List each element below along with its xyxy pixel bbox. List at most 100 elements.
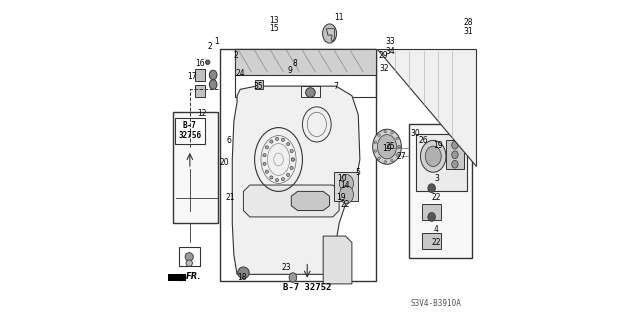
- Ellipse shape: [396, 154, 399, 156]
- Ellipse shape: [290, 166, 293, 169]
- Polygon shape: [291, 191, 330, 211]
- Polygon shape: [323, 236, 352, 284]
- Text: 6: 6: [227, 136, 232, 145]
- Bar: [422, 233, 441, 249]
- Bar: [179, 247, 200, 266]
- Text: 2: 2: [233, 51, 238, 60]
- Text: 17: 17: [188, 72, 197, 81]
- Text: 28: 28: [463, 18, 473, 27]
- Ellipse shape: [391, 131, 394, 134]
- Bar: [334, 172, 358, 201]
- Ellipse shape: [384, 130, 387, 133]
- Ellipse shape: [269, 140, 273, 143]
- Text: 9: 9: [287, 66, 292, 75]
- Bar: [301, 86, 320, 97]
- Bar: [195, 85, 205, 97]
- Ellipse shape: [425, 146, 441, 167]
- Ellipse shape: [428, 212, 435, 221]
- Bar: [416, 134, 467, 191]
- Ellipse shape: [205, 60, 210, 64]
- Polygon shape: [378, 49, 476, 166]
- Text: 8: 8: [292, 59, 297, 68]
- Bar: [236, 49, 376, 97]
- Text: 20: 20: [220, 158, 229, 167]
- Ellipse shape: [291, 158, 294, 161]
- Text: 14: 14: [340, 181, 349, 189]
- Text: 22: 22: [340, 200, 349, 209]
- Bar: [236, 49, 376, 75]
- Ellipse shape: [237, 267, 249, 278]
- Ellipse shape: [398, 145, 401, 148]
- Text: 22: 22: [432, 193, 441, 202]
- Bar: [422, 204, 441, 220]
- Ellipse shape: [287, 143, 290, 146]
- Ellipse shape: [269, 176, 273, 179]
- Ellipse shape: [186, 260, 193, 266]
- Text: 21: 21: [226, 193, 236, 202]
- Text: S3V4-B3910A: S3V4-B3910A: [411, 299, 462, 308]
- Ellipse shape: [452, 151, 458, 159]
- Ellipse shape: [378, 134, 380, 137]
- Bar: [410, 124, 472, 258]
- Ellipse shape: [398, 145, 401, 148]
- Text: 32: 32: [379, 64, 388, 73]
- Text: 26: 26: [419, 136, 429, 145]
- Text: 15: 15: [269, 24, 278, 33]
- Text: 31: 31: [463, 27, 473, 36]
- Polygon shape: [326, 29, 334, 41]
- Ellipse shape: [275, 137, 278, 140]
- Ellipse shape: [185, 253, 193, 261]
- Ellipse shape: [289, 273, 297, 282]
- Text: 7: 7: [333, 82, 339, 91]
- Ellipse shape: [209, 80, 217, 89]
- Ellipse shape: [372, 129, 401, 164]
- Ellipse shape: [263, 153, 266, 157]
- Ellipse shape: [291, 158, 294, 161]
- Bar: [168, 274, 186, 281]
- Ellipse shape: [339, 174, 353, 192]
- Ellipse shape: [266, 170, 269, 173]
- Ellipse shape: [452, 160, 458, 168]
- Ellipse shape: [275, 179, 278, 182]
- Text: 10: 10: [337, 174, 347, 183]
- Ellipse shape: [420, 140, 446, 172]
- Text: 23: 23: [282, 263, 291, 272]
- Text: 29: 29: [379, 51, 388, 60]
- Bar: [195, 69, 205, 81]
- Ellipse shape: [282, 138, 285, 141]
- Bar: [175, 118, 205, 144]
- Ellipse shape: [378, 157, 380, 160]
- Polygon shape: [220, 49, 376, 281]
- Text: 34: 34: [385, 47, 395, 56]
- Text: 2: 2: [207, 42, 212, 51]
- Ellipse shape: [391, 160, 394, 162]
- Ellipse shape: [384, 161, 387, 163]
- Ellipse shape: [452, 141, 458, 149]
- Polygon shape: [232, 86, 360, 274]
- Text: 3: 3: [434, 174, 439, 183]
- Bar: [255, 80, 262, 89]
- Text: 13: 13: [269, 16, 278, 25]
- Text: FR.: FR.: [186, 272, 202, 281]
- Ellipse shape: [306, 88, 316, 97]
- Text: 27: 27: [397, 152, 406, 161]
- Text: 19: 19: [382, 144, 392, 153]
- Text: 12: 12: [197, 109, 207, 118]
- Text: 30: 30: [411, 130, 420, 138]
- Text: 11: 11: [334, 13, 344, 22]
- Text: 19: 19: [336, 193, 346, 202]
- Text: 24: 24: [236, 69, 245, 78]
- Bar: [446, 140, 463, 169]
- Text: B-7 32752: B-7 32752: [283, 283, 332, 292]
- Ellipse shape: [339, 186, 353, 204]
- Ellipse shape: [263, 162, 266, 166]
- Bar: [173, 112, 218, 223]
- Text: 22: 22: [432, 238, 441, 247]
- Text: B-7
32756: B-7 32756: [179, 121, 202, 140]
- Ellipse shape: [209, 70, 217, 80]
- Polygon shape: [243, 185, 339, 217]
- Text: 1: 1: [214, 37, 219, 46]
- Text: 33: 33: [385, 37, 395, 46]
- Ellipse shape: [378, 135, 397, 159]
- Ellipse shape: [287, 173, 290, 176]
